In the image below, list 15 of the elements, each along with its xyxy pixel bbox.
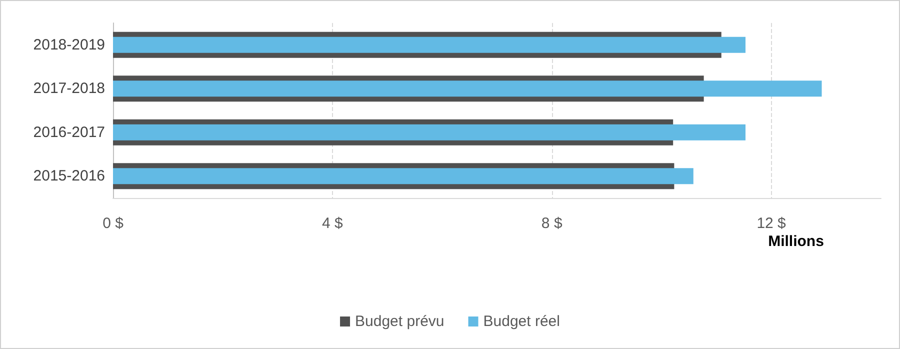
legend-label: Budget réel: [483, 313, 560, 330]
y-tick-label: 2015-2016: [33, 168, 105, 185]
x-tick-label: 4 $: [322, 215, 344, 232]
y-tick-label: 2017-2018: [33, 80, 105, 98]
bar: [113, 124, 746, 140]
x-tick-label: 0 $: [102, 215, 124, 232]
x-axis-title: Millions: [768, 233, 824, 250]
y-tick-label: 2018-2019: [33, 36, 105, 54]
bar: [113, 36, 746, 53]
bar: [113, 168, 694, 184]
y-tick-label: 2016-2017: [33, 124, 105, 141]
x-tick-label: 12 $: [756, 215, 787, 232]
x-tick-label: 8 $: [541, 215, 563, 232]
legend-label: Budget prévu: [355, 313, 444, 330]
bar: [113, 80, 822, 97]
